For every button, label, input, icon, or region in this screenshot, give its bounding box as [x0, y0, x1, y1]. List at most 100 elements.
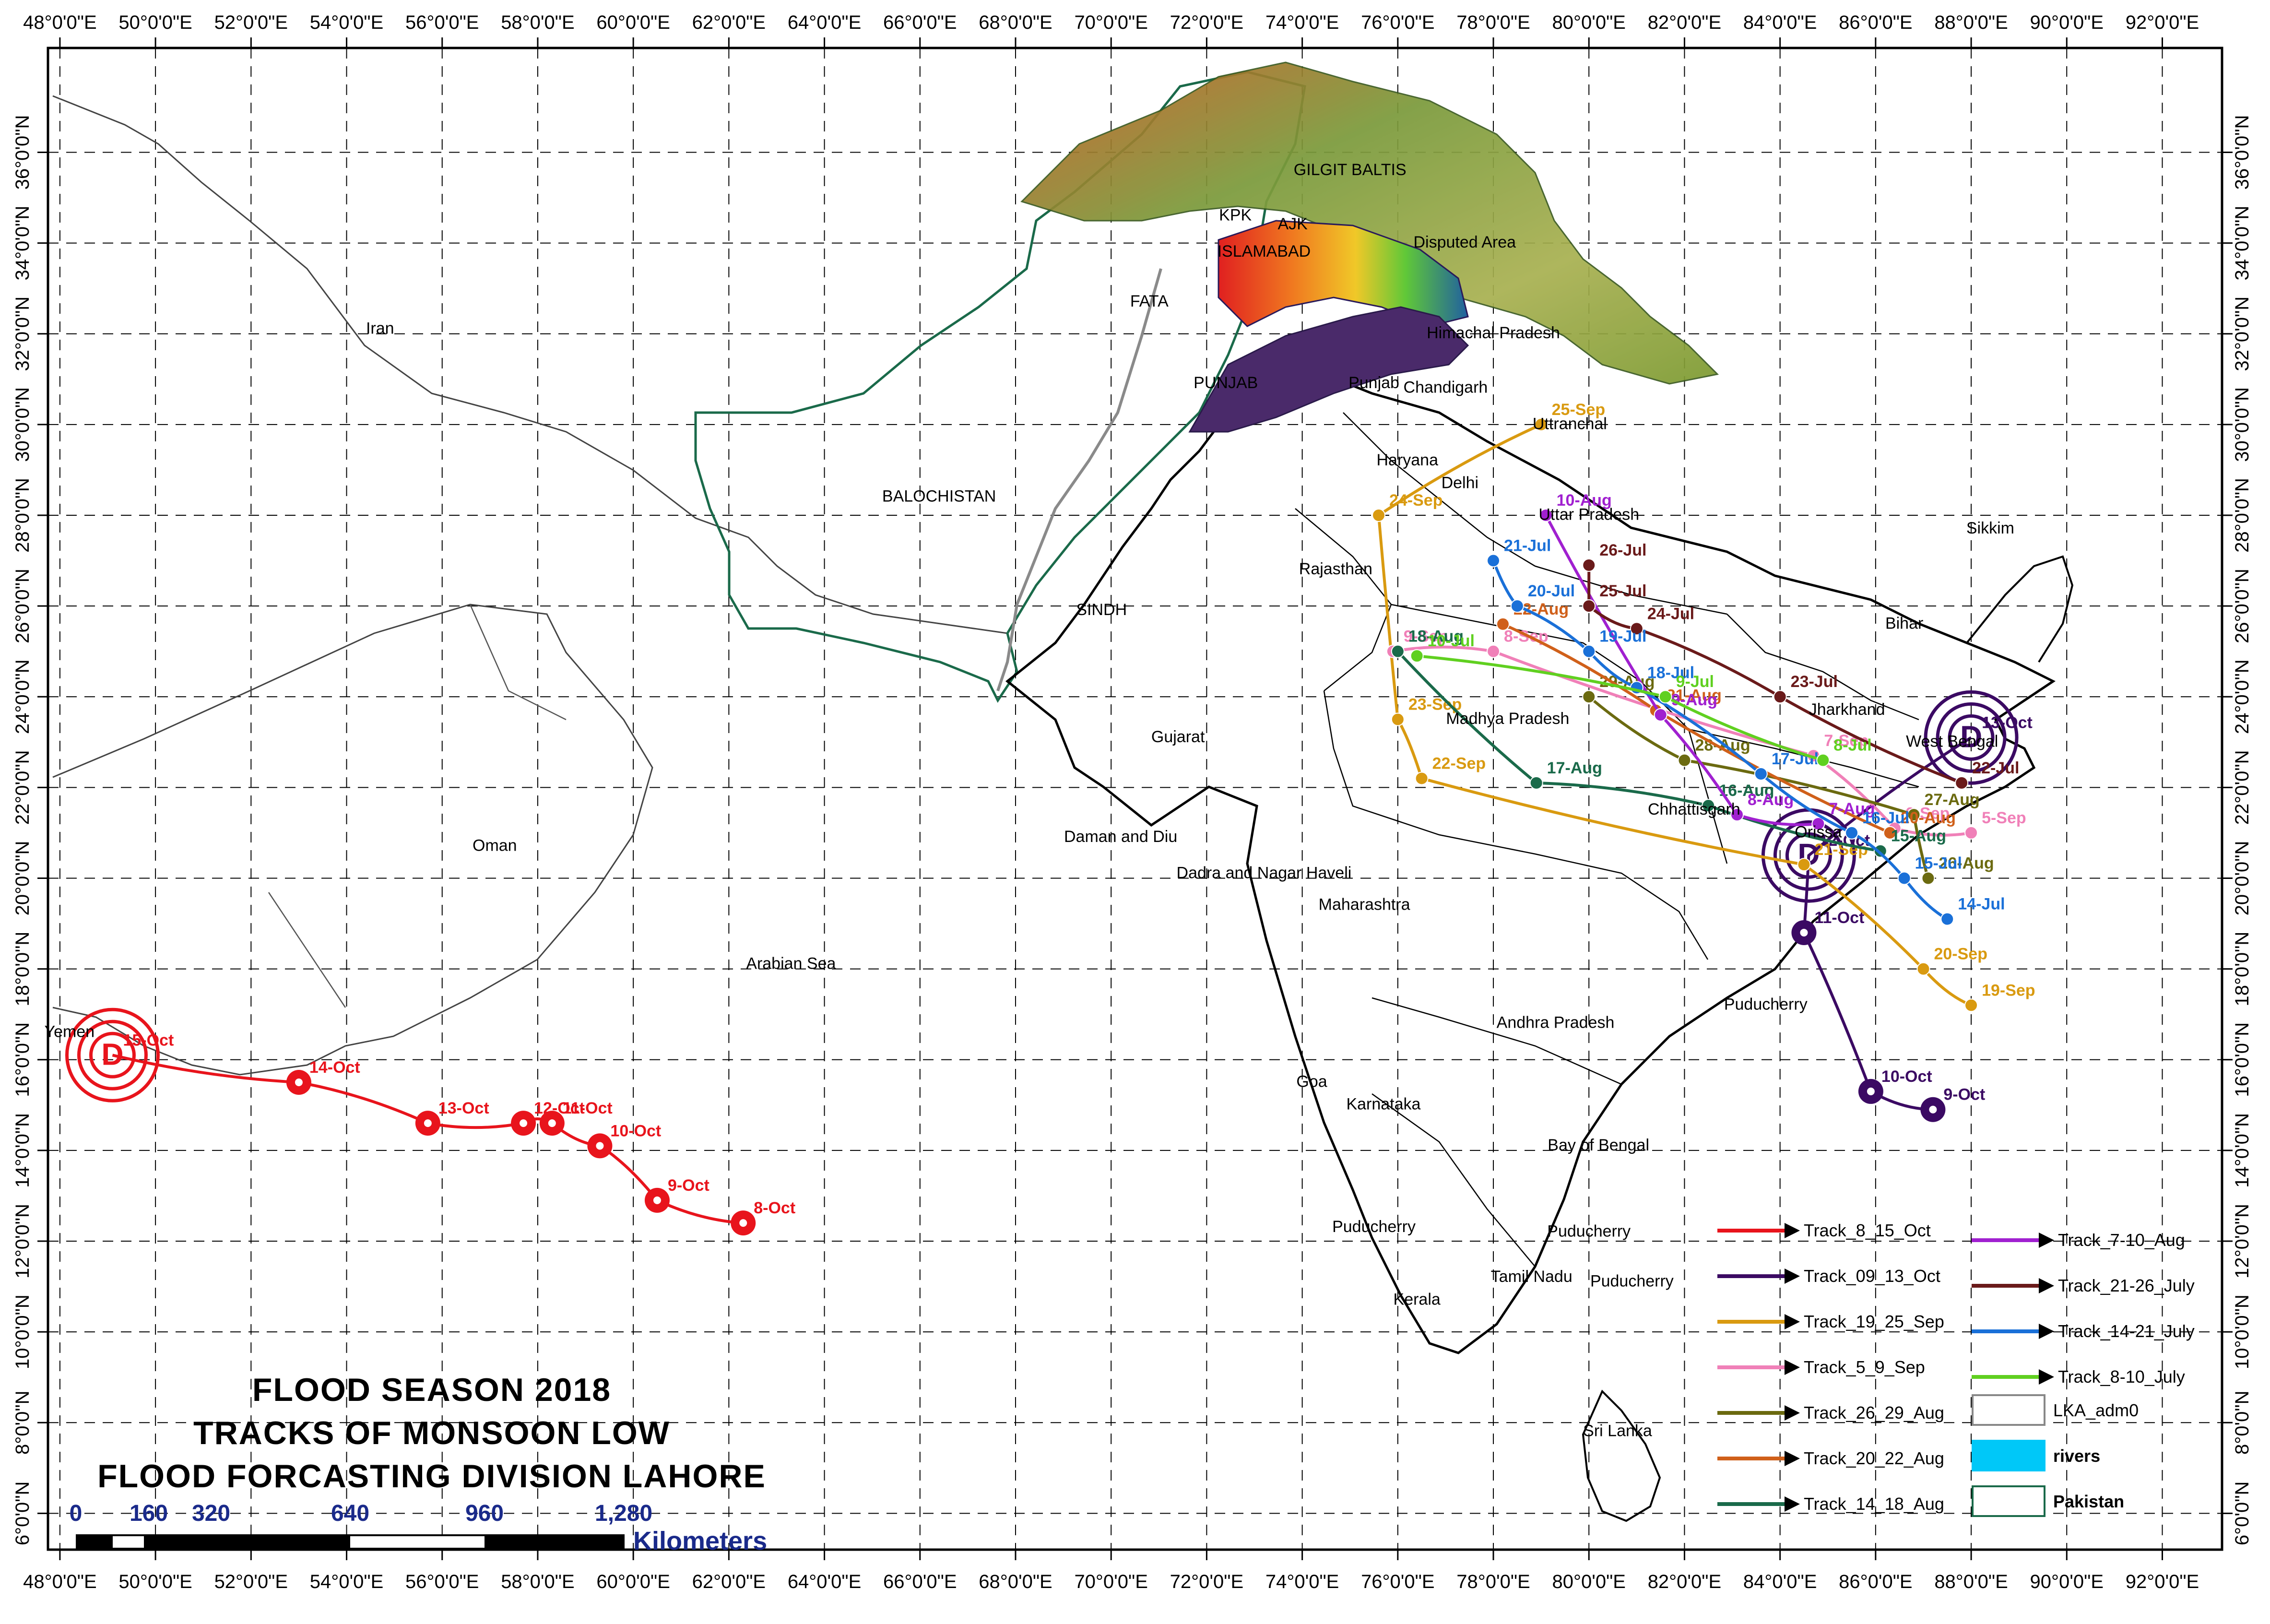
lat-label-left: 12°0'0"N [12, 1204, 33, 1279]
legend-arrow-icon [1785, 1451, 1800, 1466]
track-point-label: 15-Aug [1891, 827, 1946, 845]
scale-seg-2 [144, 1535, 211, 1549]
lon-label-top: 60°0'0"E [596, 12, 670, 33]
legend-label: Track_14-21_July [2058, 1321, 2195, 1341]
track-point [1773, 690, 1787, 704]
lon-label-bottom: 82°0'0"E [1648, 1571, 1722, 1592]
lon-label-bottom: 60°0'0"E [596, 1571, 670, 1592]
track-point [1730, 808, 1744, 822]
title-block: FLOOD SEASON 2018 TRACKS OF MONSOON LOW … [97, 1372, 765, 1494]
lon-label-top: 84°0'0"E [1743, 12, 1817, 33]
track-point-label: 11-Oct [1814, 909, 1864, 927]
track-point [1415, 771, 1429, 785]
lat-label-left: 18°0'0"N [12, 932, 33, 1007]
track-point-label: 8-Oct [754, 1199, 795, 1217]
legend-arrow-icon [2039, 1324, 2054, 1339]
scale-label-0: 0 [70, 1501, 83, 1526]
lat-label-right: 34°0'0"N [2232, 206, 2253, 281]
legend-item: rivers [1972, 1440, 2100, 1471]
northeast-india-outline [1966, 555, 2074, 663]
scale-label-320: 320 [192, 1501, 230, 1526]
track-point-label: 12-Oct [534, 1099, 585, 1117]
place-label: Bay of Bengal [1548, 1136, 1649, 1154]
track-point-label: 5-Sep [1982, 809, 2026, 827]
lon-label-top: 62°0'0"E [692, 12, 766, 33]
place-label: West Bengal [1906, 732, 1998, 750]
cyclone-eye [520, 1119, 528, 1127]
cyclone-eye [653, 1196, 661, 1204]
lon-label-bottom: 62°0'0"E [692, 1571, 766, 1592]
track-point [1371, 508, 1385, 522]
place-label: AJK [1278, 215, 1308, 233]
track-point-label: 15-Jul [1915, 854, 1962, 872]
place-label: BALOCHISTAN [882, 487, 996, 506]
lat-label-right: 28°0'0"N [2232, 478, 2253, 553]
lon-label-bottom: 70°0'0"E [1074, 1571, 1148, 1592]
lon-label-top: 68°0'0"E [979, 12, 1052, 33]
lat-label-left: 28°0'0"N [12, 478, 33, 553]
legend: Track_8_15_Oct Track_09_13_Oct Track_19_25… [1717, 1221, 2195, 1517]
lon-label-top: 92°0'0"E [2126, 12, 2199, 33]
lat-label-left: 34°0'0"N [12, 206, 33, 281]
punjab-lowlands [1188, 306, 1469, 433]
track-point-label: 19-Sep [1982, 981, 2035, 999]
lon-label-top: 66°0'0"E [883, 12, 957, 33]
scale-label-640: 640 [331, 1501, 369, 1526]
track-point-label: 15-Oct [123, 1031, 174, 1049]
track-point-label: 10-Aug [1557, 491, 1612, 510]
place-label: Rajasthan [1299, 560, 1372, 578]
track-point [1496, 617, 1510, 631]
track-point-label: 25-Jul [1599, 582, 1646, 600]
lat-label-right: 6°0'0"N [2232, 1482, 2253, 1545]
track-point-label: 23-Jul [1791, 673, 1838, 691]
cyclone-ring [1936, 702, 2007, 773]
title-line-2: TRACKS OF MONSOON LOW [193, 1415, 670, 1451]
lon-label-bottom: 86°0'0"E [1839, 1571, 1913, 1592]
place-label: Haryana [1376, 451, 1438, 469]
place-label: PUNJAB [1194, 374, 1258, 392]
cyclone-ring [77, 1019, 148, 1091]
lon-label-bottom: 88°0'0"E [1934, 1571, 2008, 1592]
legend-arrow-icon [1785, 1496, 1800, 1512]
lon-label-bottom: 90°0'0"E [2030, 1571, 2104, 1592]
lat-label-right: 20°0'0"N [2232, 841, 2253, 916]
track-point [1916, 962, 1930, 976]
cyclone-eye [1867, 1087, 1875, 1095]
cyclone-eye [295, 1079, 303, 1087]
legend-arrow-icon [1785, 1223, 1800, 1238]
land-layer [52, 61, 2074, 1522]
track-point [1658, 690, 1672, 704]
legend-label: Track_14_18_Aug [1804, 1494, 1944, 1514]
place-label: Iran [366, 320, 394, 338]
place-label: Jharkhand [1809, 700, 1885, 719]
legend-label: Track_5_9_Sep [1804, 1357, 1925, 1377]
track-point-label: 9-Aug [1671, 691, 1717, 709]
track-point-label: 10-Oct [610, 1122, 661, 1140]
place-label: Arabian Sea [746, 955, 836, 973]
legend-label: rivers [2053, 1446, 2100, 1466]
place-label: Puducherry [1724, 996, 1808, 1014]
lat-label-left: 16°0'0"N [12, 1022, 33, 1097]
track-point-label: 14-Oct [309, 1058, 360, 1077]
scale-label-1280: 1,280 [595, 1501, 652, 1526]
cyclone-eye [1800, 928, 1808, 936]
lat-label-left: 32°0'0"N [12, 296, 33, 371]
place-label: Oman [473, 837, 517, 855]
place-label: Maharashtra [1319, 896, 1410, 914]
track-point-label: 20-Aug [1901, 809, 1956, 827]
lat-label-right: 14°0'0"N [2232, 1113, 2253, 1188]
track-point-label: 24-Jul [1647, 605, 1694, 623]
track-Track_14-21_July: 14-Jul15-Jul16-Jul17-Jul18-Jul19-Jul20-J… [1487, 537, 2005, 926]
lon-label-bottom: 64°0'0"E [788, 1571, 862, 1592]
storm-tracks: 8-Oct9-Oct10-Oct11-Oct12-Oct13-Oct14-Oct… [65, 401, 2035, 1236]
place-label: Uttranchal [1533, 415, 1607, 433]
place-label: Chhattisgarh [1648, 800, 1740, 818]
lat-label-left: 24°0'0"N [12, 659, 33, 734]
lon-label-bottom: 76°0'0"E [1361, 1571, 1435, 1592]
track-point [1845, 826, 1859, 840]
track-point [1510, 599, 1524, 613]
track-point [1964, 998, 1978, 1012]
track-point-label: 9-Jul [1676, 673, 1714, 691]
legend-item: Track_20_22_Aug [1717, 1448, 1944, 1468]
